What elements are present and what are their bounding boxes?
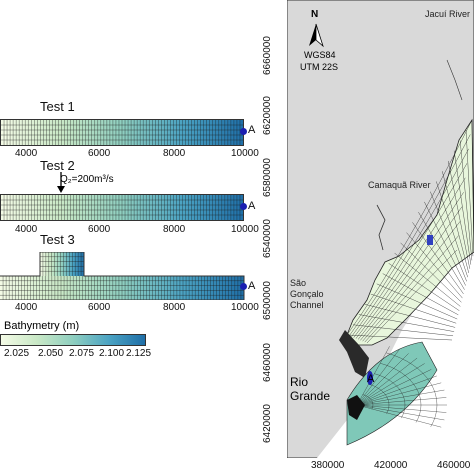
datum-label: WGS84 <box>304 50 336 60</box>
test3-tick-4000: 4000 <box>15 302 38 313</box>
map-xtick-420000: 420000 <box>374 460 408 471</box>
test2-title: Test 2 <box>40 158 75 173</box>
colorbar-tick-4: 2.100 <box>99 348 125 359</box>
colorbar <box>0 334 146 346</box>
map-ytick-6460000: 6460000 <box>262 343 273 382</box>
map-ytick-6540000: 6540000 <box>262 219 273 258</box>
inlet-marker <box>427 235 433 245</box>
test3-tick-6000: 6000 <box>88 302 111 313</box>
map-ytick-6500000: 6500000 <box>262 281 273 320</box>
map-ytick-6620000: 6620000 <box>262 96 273 135</box>
jacui-river-line <box>446 59 463 101</box>
test3-point-label: A <box>248 280 256 292</box>
map-ytick-6580000: 6580000 <box>262 158 273 197</box>
outlet-fan-mesh <box>346 341 438 446</box>
jacui-river-label: Jacuí River <box>425 9 471 19</box>
north-label: N <box>311 9 319 20</box>
test3-tick-10000: 10000 <box>231 302 259 313</box>
colorbar-label: Bathymetry (m) <box>4 320 80 332</box>
test1-point-marker <box>240 128 247 135</box>
test2-tick-10000: 10000 <box>231 224 259 235</box>
rio-grande-label: Rio Grande <box>290 375 331 403</box>
test3-grid <box>0 252 245 300</box>
camaqua-river-line <box>376 204 386 251</box>
test2-tick-4000: 4000 <box>15 224 38 235</box>
projection-label: UTM 22S <box>300 62 339 72</box>
colorbar-tick-2: 2.050 <box>38 348 64 359</box>
test1-mesh <box>1 120 243 145</box>
camaqua-river-label: Camaquã River <box>368 180 431 190</box>
test1-grid <box>0 119 244 146</box>
test1-tick-6000: 6000 <box>88 148 111 159</box>
map-xtick-380000: 380000 <box>311 460 345 471</box>
channel-mesh <box>339 330 369 378</box>
test2-inflow-arrow-icon <box>57 172 65 193</box>
colorbar-tick-1: 2.025 <box>4 348 30 359</box>
test1-tick-10000: 10000 <box>231 148 259 159</box>
test2-tick-6000: 6000 <box>88 224 111 235</box>
test1-title: Test 1 <box>40 99 75 114</box>
test2-discharge-label: Q₂=200m³/s <box>60 174 114 185</box>
outlet-dense-mesh <box>347 395 365 420</box>
north-arrow-icon <box>309 23 324 48</box>
map-ytick-6660000: 6660000 <box>262 36 273 75</box>
map-point-a-marker <box>367 371 373 385</box>
test1-tick-8000: 8000 <box>163 148 186 159</box>
lagoon-mesh <box>346 118 474 346</box>
test2-point-label: A <box>248 200 256 212</box>
colorbar-tick-5: 2.125 <box>126 348 152 359</box>
map-point-a-label: A <box>367 373 375 385</box>
test2-mesh <box>1 195 243 220</box>
test1-point-label: A <box>248 124 256 136</box>
map-xtick-460000: 460000 <box>437 460 471 471</box>
sao-goncalo-label: São Gonçalo Channel <box>290 278 324 310</box>
map-frame <box>287 0 474 458</box>
test3-title: Test 3 <box>40 232 75 247</box>
test2-point-marker <box>240 203 247 210</box>
test3-tick-8000: 8000 <box>163 302 186 313</box>
test1-tick-4000: 4000 <box>15 148 38 159</box>
colorbar-tick-3: 2.075 <box>69 348 95 359</box>
test2-tick-8000: 8000 <box>163 224 186 235</box>
test2-grid <box>0 194 244 221</box>
map-ytick-6420000: 6420000 <box>262 404 273 443</box>
test3-point-marker <box>240 283 247 290</box>
